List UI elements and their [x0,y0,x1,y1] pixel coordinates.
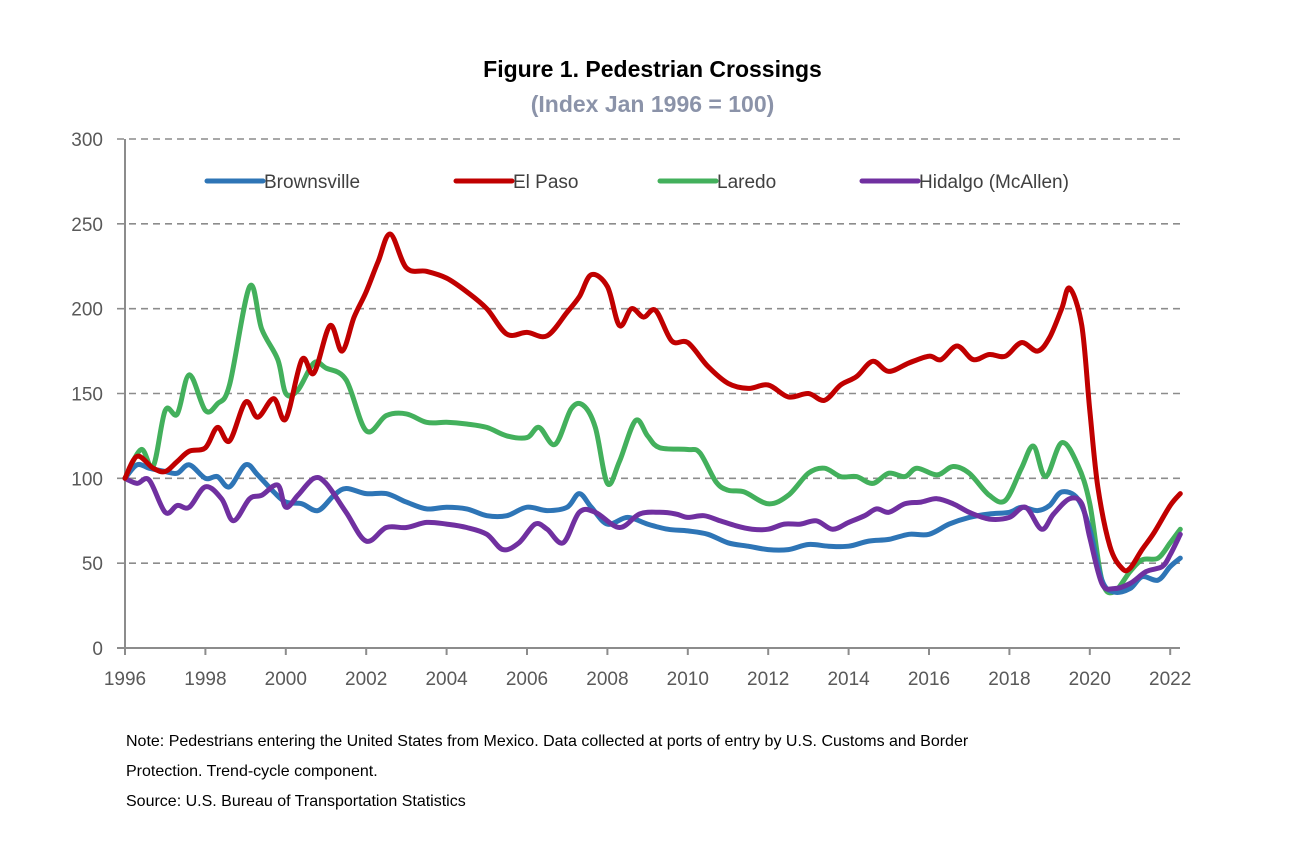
x-tick-label: 1996 [104,669,146,690]
y-tick-label: 100 [71,469,103,490]
source-line: Source: U.S. Bureau of Transportation St… [126,793,466,810]
legend-item-brownsville: Brownsville [204,172,360,193]
y-tick-label: 250 [71,215,103,236]
chart-title: Figure 1. Pedestrian Crossings [483,56,822,82]
x-tick-label: 2018 [988,669,1030,690]
series-line-el-paso [122,231,1183,574]
x-tick-label: 2002 [345,669,387,690]
legend-label: Laredo [717,172,776,193]
series-line-hidalgo-mcallen [122,475,1183,592]
x-tick-label: 2008 [586,669,628,690]
legend-item-el-paso: El Paso [453,172,578,193]
x-tick-label: 2010 [667,669,709,690]
line-chart: 0 50 100 150 200 250 300 1996 1998 2000 2002 2004 2… [71,130,1191,690]
chart-subtitle: (Index Jan 1996 = 100) [530,91,775,117]
legend-item-hidalgo-mcallen: Hidalgo (McAllen) [859,172,1069,193]
legend-label: Hidalgo (McAllen) [919,172,1069,193]
x-tick-label: 2020 [1069,669,1111,690]
y-tick-label: 150 [71,385,103,406]
x-tick-labels: 1996 1998 2000 2002 2004 2006 2008 2010 2012 2014… [104,669,1191,690]
x-tick-label: 2004 [425,669,468,690]
legend-label: El Paso [513,172,578,193]
x-tick-label: 1998 [184,669,226,690]
legend-label: Brownsville [264,172,360,193]
axes [117,139,1180,655]
gridlines [117,138,1180,564]
x-tick-label: 2014 [827,669,870,690]
legend-item-laredo: Laredo [657,172,776,193]
footnote-line-2: Protection. Trend-cycle component. [126,763,378,780]
series-line-brownsville [122,461,1183,595]
x-tick-label: 2006 [506,669,548,690]
x-tick-label: 2016 [908,669,950,690]
y-tick-label: 0 [92,639,103,660]
y-tick-label: 50 [82,554,103,575]
y-tick-labels: 0 50 100 150 200 250 300 [71,130,103,660]
x-tick-label: 2012 [747,669,789,690]
x-tick-label: 2000 [265,669,307,690]
series-line-laredo [122,282,1183,596]
y-tick-label: 300 [71,130,103,151]
legend: Brownsville El Paso Laredo Hidalgo (McAllen… [204,172,1069,193]
series-lines [122,231,1183,596]
x-tick-label: 2022 [1149,669,1191,690]
y-tick-label: 200 [71,300,103,321]
footnote-line-1: Note: Pedestrians entering the United St… [126,733,969,750]
